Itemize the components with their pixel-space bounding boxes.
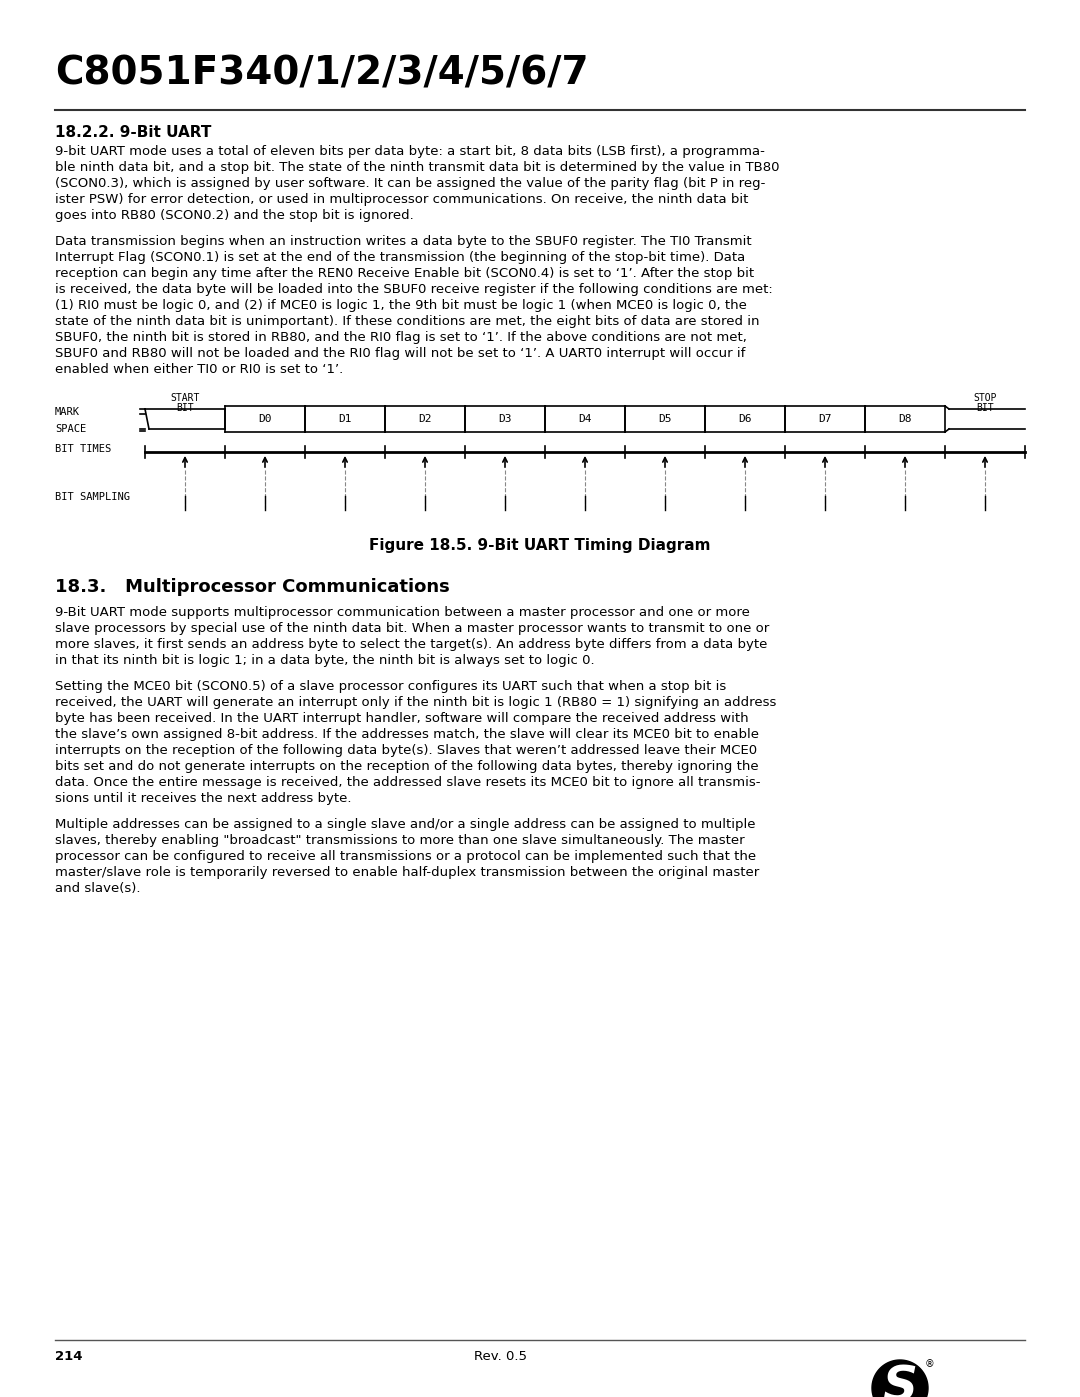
Text: goes into RB80 (SCON0.2) and the stop bit is ignored.: goes into RB80 (SCON0.2) and the stop bi…: [55, 210, 414, 222]
Text: the slave’s own assigned 8-bit address. If the addresses match, the slave will c: the slave’s own assigned 8-bit address. …: [55, 728, 759, 740]
Text: Multiple addresses can be assigned to a single slave and/or a single address can: Multiple addresses can be assigned to a …: [55, 819, 756, 831]
Text: byte has been received. In the UART interrupt handler, software will compare the: byte has been received. In the UART inte…: [55, 712, 748, 725]
Text: SBUF0, the ninth bit is stored in RB80, and the RI0 flag is set to ‘1’. If the a: SBUF0, the ninth bit is stored in RB80, …: [55, 331, 747, 344]
Text: received, the UART will generate an interrupt only if the ninth bit is logic 1 (: received, the UART will generate an inte…: [55, 696, 777, 710]
Text: D4: D4: [578, 414, 592, 425]
Text: bits set and do not generate interrupts on the reception of the following data b: bits set and do not generate interrupts …: [55, 760, 758, 773]
Text: ®: ®: [926, 1359, 935, 1369]
Text: SPACE: SPACE: [55, 425, 86, 434]
Text: is received, the data byte will be loaded into the SBUF0 receive register if the: is received, the data byte will be loade…: [55, 284, 773, 296]
Text: data. Once the entire message is received, the addressed slave resets its MCE0 b: data. Once the entire message is receive…: [55, 775, 760, 789]
Text: D0: D0: [258, 414, 272, 425]
Text: D1: D1: [338, 414, 352, 425]
Text: SBUF0 and RB80 will not be loaded and the RI0 flag will not be set to ‘1’. A UAR: SBUF0 and RB80 will not be loaded and th…: [55, 346, 745, 360]
Text: Interrupt Flag (SCON0.1) is set at the end of the transmission (the beginning of: Interrupt Flag (SCON0.1) is set at the e…: [55, 251, 745, 264]
Text: D5: D5: [658, 414, 672, 425]
Text: (SCON0.3), which is assigned by user software. It can be assigned the value of t: (SCON0.3), which is assigned by user sof…: [55, 177, 766, 190]
Text: slave processors by special use of the ninth data bit. When a master processor w: slave processors by special use of the n…: [55, 622, 769, 636]
Text: 9-Bit UART mode supports multiprocessor communication between a master processor: 9-Bit UART mode supports multiprocessor …: [55, 606, 750, 619]
Text: Setting the MCE0 bit (SCON0.5) of a slave processor configures its UART such tha: Setting the MCE0 bit (SCON0.5) of a slav…: [55, 680, 726, 693]
Text: reception can begin any time after the REN0 Receive Enable bit (SCON0.4) is set : reception can begin any time after the R…: [55, 267, 754, 279]
Text: and slave(s).: and slave(s).: [55, 882, 140, 895]
Text: (1) RI0 must be logic 0, and (2) if MCE0 is logic 1, the 9th bit must be logic 1: (1) RI0 must be logic 0, and (2) if MCE0…: [55, 299, 747, 312]
Text: Figure 18.5. 9-Bit UART Timing Diagram: Figure 18.5. 9-Bit UART Timing Diagram: [369, 538, 711, 553]
Text: BIT: BIT: [976, 402, 994, 414]
Text: interrupts on the reception of the following data byte(s). Slaves that weren’t a: interrupts on the reception of the follo…: [55, 745, 757, 757]
Text: 214: 214: [55, 1350, 82, 1363]
Text: Rev. 0.5: Rev. 0.5: [473, 1350, 527, 1363]
Text: enabled when either TI0 or RI0 is set to ‘1’.: enabled when either TI0 or RI0 is set to…: [55, 363, 343, 376]
Text: 18.3.   Multiprocessor Communications: 18.3. Multiprocessor Communications: [55, 578, 449, 597]
Text: S: S: [882, 1363, 918, 1397]
Text: slaves, thereby enabling "broadcast" transmissions to more than one slave simult: slaves, thereby enabling "broadcast" tra…: [55, 834, 744, 847]
Text: C8051F340/1/2/3/4/5/6/7: C8051F340/1/2/3/4/5/6/7: [55, 54, 589, 94]
Text: D8: D8: [899, 414, 912, 425]
Text: D3: D3: [498, 414, 512, 425]
Text: D2: D2: [418, 414, 432, 425]
Text: ister PSW) for error detection, or used in multiprocessor communications. On rec: ister PSW) for error detection, or used …: [55, 193, 748, 205]
Text: in that its ninth bit is logic 1; in a data byte, the ninth bit is always set to: in that its ninth bit is logic 1; in a d…: [55, 654, 595, 666]
Text: Data transmission begins when an instruction writes a data byte to the SBUF0 reg: Data transmission begins when an instruc…: [55, 235, 752, 249]
Text: BIT: BIT: [176, 402, 193, 414]
Text: sions until it receives the next address byte.: sions until it receives the next address…: [55, 792, 351, 805]
Text: BIT TIMES: BIT TIMES: [55, 444, 111, 454]
Text: processor can be configured to receive all transmissions or a protocol can be im: processor can be configured to receive a…: [55, 849, 756, 863]
Text: 9-bit UART mode uses a total of eleven bits per data byte: a start bit, 8 data b: 9-bit UART mode uses a total of eleven b…: [55, 145, 765, 158]
Text: MARK: MARK: [55, 407, 80, 416]
Text: ble ninth data bit, and a stop bit. The state of the ninth transmit data bit is : ble ninth data bit, and a stop bit. The …: [55, 161, 780, 175]
Text: 18.2.2. 9-Bit UART: 18.2.2. 9-Bit UART: [55, 124, 212, 140]
Text: more slaves, it first sends an address byte to select the target(s). An address : more slaves, it first sends an address b…: [55, 638, 768, 651]
Text: state of the ninth data bit is unimportant). If these conditions are met, the ei: state of the ninth data bit is unimporta…: [55, 314, 759, 328]
Polygon shape: [872, 1361, 928, 1397]
Text: master/slave role is temporarily reversed to enable half-duplex transmission bet: master/slave role is temporarily reverse…: [55, 866, 759, 879]
Text: D6: D6: [739, 414, 752, 425]
Text: STOP: STOP: [973, 393, 997, 402]
Text: D7: D7: [819, 414, 832, 425]
Text: BIT SAMPLING: BIT SAMPLING: [55, 492, 130, 502]
Text: START: START: [171, 393, 200, 402]
